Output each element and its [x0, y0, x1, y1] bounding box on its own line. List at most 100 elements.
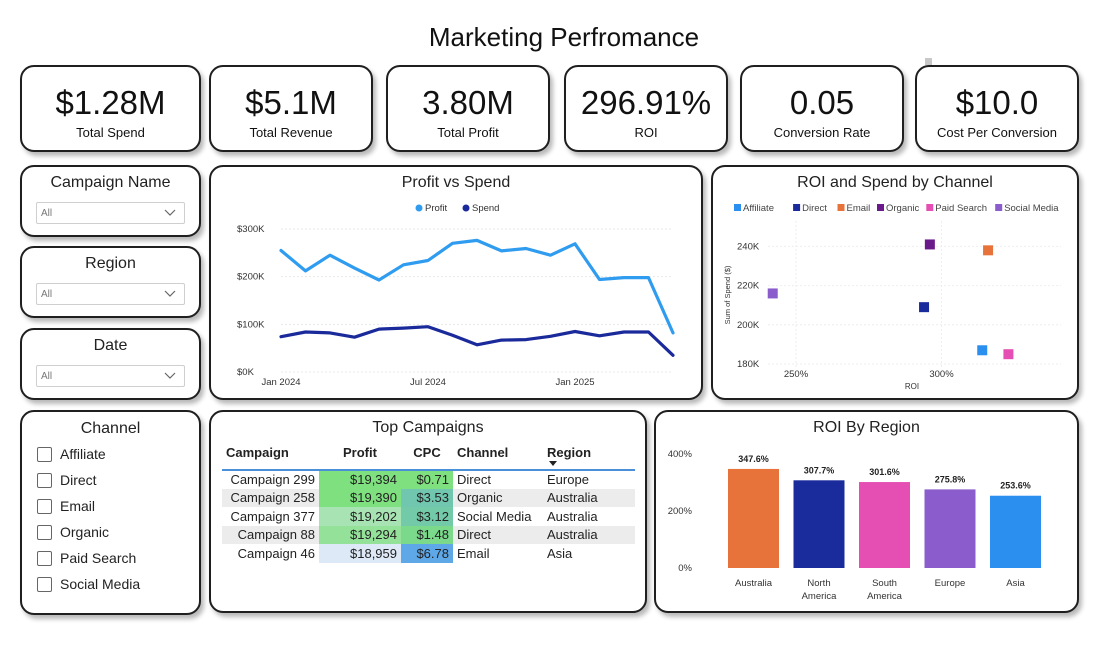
- data-label: 275.8%: [935, 474, 966, 484]
- bar-australia[interactable]: [728, 468, 779, 568]
- slicer-title: Campaign Name: [50, 174, 171, 191]
- column-header-cpc[interactable]: CPC: [413, 445, 441, 460]
- checkbox[interactable]: [37, 525, 52, 540]
- kpi-total-spend[interactable]: $1.28M Total Spend: [20, 65, 201, 152]
- legend-item-email[interactable]: Email: [837, 203, 871, 214]
- kpi-value: $10.0: [955, 84, 1039, 121]
- legend-item-organic[interactable]: Organic: [877, 203, 920, 214]
- legend-marker: [793, 204, 801, 211]
- legend-label: Spend: [472, 203, 499, 214]
- x-tick-label: Jan 2024: [261, 377, 300, 388]
- legend-label: Affiliate: [743, 203, 774, 214]
- legend-label: Profit: [425, 203, 448, 214]
- bar-south-america[interactable]: [859, 482, 910, 568]
- y-tick-label: 200%: [668, 506, 693, 517]
- kpi-label: Total Spend: [76, 125, 145, 140]
- date-dropdown[interactable]: All: [36, 365, 185, 387]
- cell-cpc: $0.71: [401, 470, 453, 489]
- data-label: 347.6%: [738, 454, 769, 464]
- campaign-name-dropdown[interactable]: All: [36, 202, 185, 224]
- y-axis-label: Sum of Spend ($): [723, 265, 732, 324]
- bar-asia[interactable]: [990, 495, 1041, 568]
- checkbox[interactable]: [37, 499, 52, 514]
- x-tick-label: 300%: [929, 369, 954, 380]
- x-tick-label: North: [807, 578, 830, 589]
- legend-label: Email: [847, 203, 871, 214]
- bar-north-america[interactable]: [793, 480, 845, 568]
- table-row[interactable]: Campaign 258 $19,390 $3.53 Organic Australia: [222, 488, 635, 507]
- dropdown-value: All: [41, 371, 53, 382]
- scatter-point-email[interactable]: [983, 245, 994, 256]
- scatter-point-paid-search[interactable]: [1003, 349, 1014, 360]
- checkbox[interactable]: [37, 551, 52, 566]
- sort-descending-icon[interactable]: [549, 461, 557, 466]
- table-row[interactable]: Campaign 46 $18,959 $6.78 Email Asia: [222, 544, 635, 563]
- cell-campaign: Campaign 258: [222, 488, 319, 507]
- table-row[interactable]: Campaign 88 $19,294 $1.48 Direct Australia: [222, 525, 635, 544]
- column-header-region[interactable]: Region: [543, 442, 635, 470]
- page-title: Marketing Perfromance: [428, 22, 700, 52]
- x-tick-label: Australia: [735, 578, 773, 589]
- cell-campaign: Campaign 88: [222, 525, 319, 544]
- legend-item-affiliate[interactable]: Affiliate: [734, 203, 774, 214]
- column-header-profit[interactable]: Profit: [343, 445, 377, 460]
- table-row[interactable]: Campaign 377 $19,202 $3.12 Social Media Aust…: [222, 507, 635, 526]
- option-label: Social Media: [60, 576, 141, 592]
- series-line-profit[interactable]: [279, 238, 675, 335]
- cell-cpc: $3.53: [401, 488, 453, 507]
- y-tick-label: $300K: [237, 224, 265, 235]
- legend-item-social-media[interactable]: Social Media: [995, 203, 1059, 214]
- kpi-value: 0.05: [789, 84, 855, 121]
- cell-profit: $19,294: [319, 525, 401, 544]
- table-title: Top Campaigns: [372, 419, 484, 436]
- x-tick-label: Europe: [935, 578, 966, 589]
- kpi-label: Total Profit: [437, 125, 499, 140]
- legend-label: Social Media: [1004, 203, 1059, 214]
- cell-region: Australia: [543, 525, 635, 544]
- slicer-title: Region: [85, 255, 136, 272]
- cell-channel: Direct: [453, 525, 543, 544]
- y-tick-label: $200K: [237, 272, 265, 283]
- dropdown-value: All: [41, 208, 53, 219]
- option-label: Paid Search: [60, 550, 137, 566]
- scatter-point-organic[interactable]: [924, 239, 935, 250]
- y-tick-label: 180K: [737, 359, 760, 370]
- legend-item-spend[interactable]: Spend: [462, 203, 500, 214]
- chart-title: ROI By Region: [813, 419, 920, 436]
- scatter-point-direct[interactable]: [919, 302, 930, 313]
- checkbox[interactable]: [37, 577, 52, 592]
- series-line-spend[interactable]: [279, 325, 675, 357]
- y-tick-label: $0K: [237, 367, 255, 378]
- kpi-cost-per-conversion[interactable]: $10.0 Cost Per Conversion: [915, 65, 1079, 152]
- column-header-campaign[interactable]: Campaign: [226, 445, 289, 460]
- scatter-point-social-media[interactable]: [767, 288, 778, 299]
- legend-item-paid-search[interactable]: Paid Search: [926, 203, 987, 214]
- kpi-total-revenue[interactable]: $5.1M Total Revenue: [209, 65, 373, 152]
- legend-item-direct[interactable]: Direct: [793, 203, 827, 214]
- table-row[interactable]: Campaign 299 $19,394 $0.71 Direct Europe: [222, 470, 635, 489]
- column-header-channel[interactable]: Channel: [457, 445, 509, 460]
- scatter-point-affiliate[interactable]: [977, 345, 988, 356]
- x-tick-label: Asia: [1006, 578, 1025, 589]
- chevron-down-icon: [164, 290, 176, 297]
- kpi-conversion-rate[interactable]: 0.05 Conversion Rate: [740, 65, 904, 152]
- legend-item-profit[interactable]: Profit: [415, 203, 448, 214]
- cell-profit: $19,390: [319, 488, 401, 507]
- checkbox[interactable]: [37, 447, 52, 462]
- cell-profit: $19,202: [319, 507, 401, 526]
- bar-europe[interactable]: [924, 489, 976, 568]
- cell-channel: Social Media: [457, 508, 532, 524]
- checkbox[interactable]: [37, 473, 52, 488]
- region-dropdown[interactable]: All: [36, 283, 185, 305]
- y-tick-label: 240K: [737, 241, 760, 252]
- profit-vs-spend-chart: Profit Spend $0K $100K $200K $300K Jan 2024 Ju…: [237, 203, 675, 388]
- option-label: Direct: [60, 472, 97, 488]
- legend-marker: [995, 204, 1003, 211]
- y-tick-label: $100K: [237, 319, 265, 330]
- kpi-total-profit[interactable]: 3.80M Total Profit: [386, 65, 550, 152]
- cell-profit: $19,394: [319, 470, 401, 489]
- y-tick-label: 0%: [678, 563, 692, 574]
- roi-by-region-card: ROI By Region 0% 200% 400% 347.6% Australia…: [654, 410, 1079, 613]
- option-label: Email: [60, 498, 96, 514]
- kpi-roi[interactable]: 296.91% ROI: [564, 65, 728, 152]
